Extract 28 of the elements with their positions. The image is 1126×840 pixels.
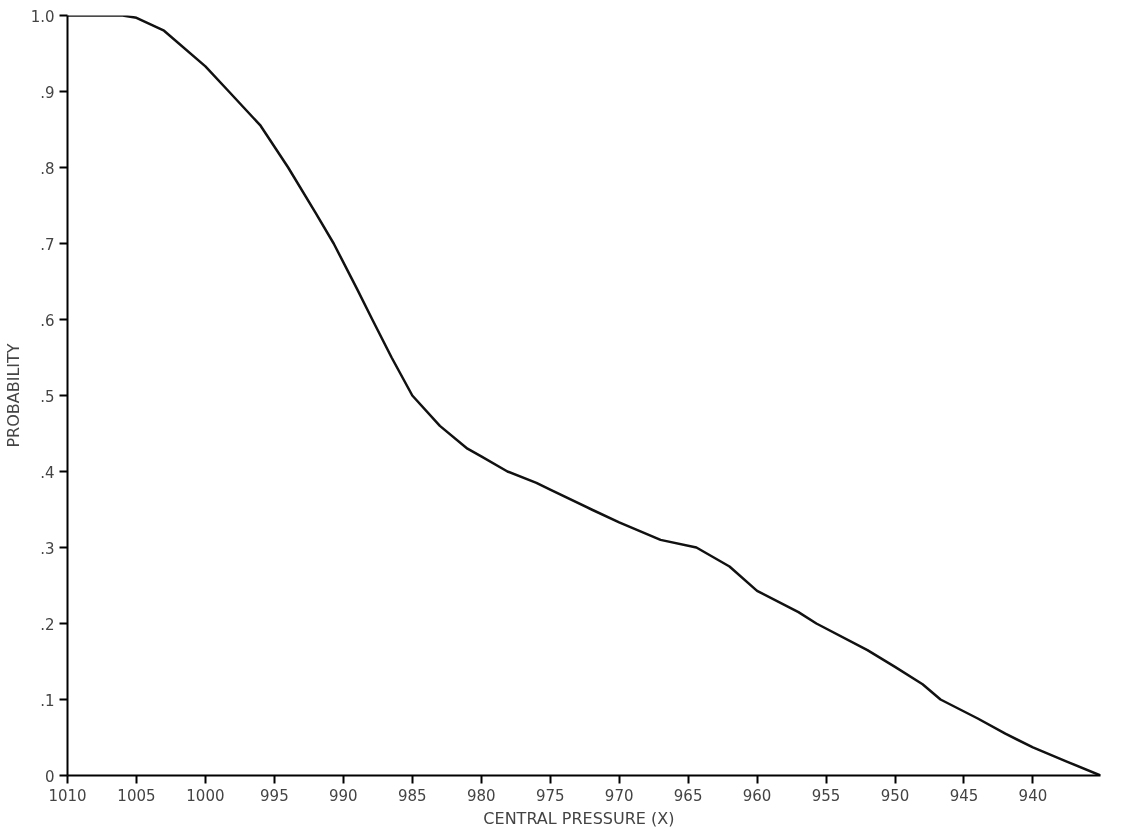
y-tick-label: .1 bbox=[40, 691, 55, 710]
y-tick-label: .4 bbox=[40, 463, 55, 482]
x-tick-label: 1010 bbox=[48, 786, 87, 805]
y-tick-label: .2 bbox=[40, 615, 55, 634]
y-tick-label: .5 bbox=[40, 387, 55, 406]
x-tick-label: 950 bbox=[880, 786, 910, 805]
x-tick-label: 995 bbox=[260, 786, 289, 805]
x-tick-label: 980 bbox=[466, 786, 496, 805]
y-tick-label: .9 bbox=[40, 83, 55, 102]
y-tick-label: .6 bbox=[40, 311, 55, 330]
x-tick-label: 965 bbox=[673, 786, 703, 805]
x-tick-label: 945 bbox=[949, 786, 979, 805]
x-tick-label: 960 bbox=[742, 786, 772, 805]
y-axis-title: PROBABILITY bbox=[3, 343, 23, 448]
x-tick-label: 955 bbox=[811, 786, 841, 805]
x-tick-label: 990 bbox=[329, 786, 358, 805]
y-tick-label: 1.0 bbox=[30, 7, 55, 26]
x-tick-label: 940 bbox=[1018, 786, 1048, 805]
x-tick-label: 970 bbox=[604, 786, 634, 805]
y-tick-label: .7 bbox=[40, 235, 55, 254]
x-axis-title: CENTRAL PRESSURE (X) bbox=[483, 808, 675, 828]
y-tick-label: .8 bbox=[40, 159, 55, 178]
y-tick-label: 0 bbox=[44, 767, 55, 786]
y-tick-label: .3 bbox=[40, 539, 55, 558]
x-tick-label: 985 bbox=[397, 786, 427, 805]
x-tick-label: 1005 bbox=[117, 786, 156, 805]
x-tick-label: 975 bbox=[535, 786, 565, 805]
x-tick-label: 1000 bbox=[186, 786, 225, 805]
